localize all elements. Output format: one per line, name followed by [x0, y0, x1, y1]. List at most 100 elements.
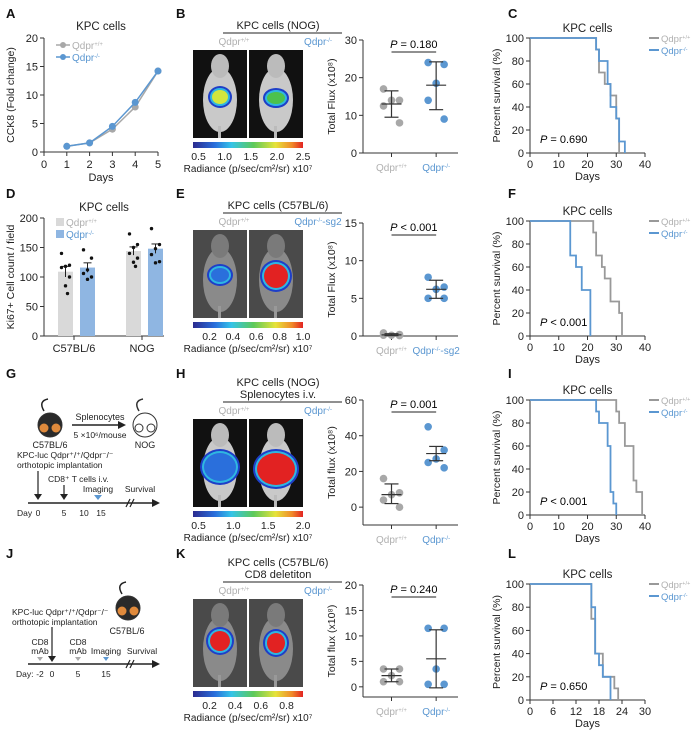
- data-point: [379, 496, 388, 504]
- p-value: P < 0.001: [540, 496, 587, 508]
- mouse-tail: [41, 398, 49, 412]
- survival-label: Survival: [125, 484, 155, 494]
- signal-core: [211, 268, 229, 282]
- imaging-subtitle: CD8 deletiton: [245, 569, 312, 581]
- signal-core: [264, 264, 288, 288]
- signal-core: [257, 453, 295, 485]
- y-axis-label: Total Flux (x10⁸): [326, 241, 338, 317]
- x-tick-label: 18: [593, 706, 605, 718]
- data-point: [424, 273, 432, 282]
- x-tick-label: 0: [527, 521, 533, 533]
- y-tick-label: 80: [512, 602, 524, 614]
- legend-label-ko: Qdpr-/-: [661, 46, 688, 57]
- y-tick-label: 0: [351, 502, 357, 514]
- data-point: [135, 242, 140, 247]
- data-point: [379, 474, 388, 483]
- panel-letter-h: H: [176, 366, 185, 381]
- data-point: [149, 252, 154, 257]
- chart-title: KPC cells: [563, 569, 613, 581]
- mouse-tail: [274, 126, 277, 138]
- colorbar-tick-label: 0.2: [202, 331, 217, 343]
- panel-letter-g: G: [6, 366, 16, 381]
- imaging-marker: [94, 495, 102, 500]
- data-point: [440, 446, 448, 454]
- colorbar-tick-label: 0.5: [191, 151, 206, 163]
- mouse-head: [267, 234, 285, 258]
- x-tick-label-wt: Qdpr+/+: [376, 707, 407, 718]
- y-tick-label: 0: [32, 331, 38, 343]
- signal-core: [267, 633, 285, 653]
- x-tick-label: NOG: [129, 343, 154, 355]
- panel-letter-d: D: [6, 186, 15, 201]
- mouse-tail: [136, 398, 144, 412]
- data-point: [63, 284, 68, 288]
- image-label-ko: Qdpr-/--sg2: [294, 217, 342, 228]
- axis-break: [125, 498, 131, 508]
- colorbar: [193, 691, 303, 697]
- y-tick-label: 50: [26, 302, 38, 314]
- p-value: P < 0.001: [390, 222, 437, 234]
- y-axis-label: Total flux (x10⁸): [326, 605, 338, 678]
- panel-letter-a: A: [6, 6, 16, 21]
- data-point: [395, 96, 404, 105]
- data-point: [81, 271, 86, 276]
- x-axis-label: Days: [575, 533, 601, 545]
- x-axis-label: Days: [575, 354, 601, 366]
- y-tick-label: 30: [345, 35, 357, 47]
- day-label: Day:: [16, 669, 33, 679]
- x-tick-label: 0: [527, 706, 533, 718]
- data-point: [108, 122, 116, 130]
- y-axis-label: Total flux (x10⁸): [326, 426, 338, 499]
- day-label: Day: [17, 508, 33, 518]
- chart-title: KPC cells: [563, 206, 613, 218]
- legend-swatch-ko: [56, 230, 64, 238]
- x-tick-label: 10: [553, 159, 565, 171]
- x-axis-label: Days: [575, 171, 601, 183]
- panel-b-chart: 0 10 20 30 Total Flux (x10⁸) Qdpr+/+ Qdpr-/- P …: [326, 35, 458, 174]
- x-tick-label: 12: [570, 706, 582, 718]
- day-tick-label: 15: [101, 669, 111, 679]
- colorbar-tick-label: 1.5: [243, 151, 258, 163]
- data-point: [127, 251, 132, 256]
- imaging-title: KPC cells (C57BL/6): [228, 200, 329, 212]
- survival-curve-ko: [530, 220, 592, 336]
- y-tick-label: 40: [345, 431, 357, 443]
- y-tick-label: 80: [512, 239, 524, 251]
- data-point: [157, 259, 162, 264]
- data-point: [157, 242, 162, 247]
- day-tick-label: 0: [50, 669, 55, 679]
- p-value: P = 0.650: [540, 681, 587, 693]
- day-tick-label: 5: [62, 508, 67, 518]
- data-point: [131, 98, 139, 106]
- mouse-head: [267, 423, 285, 447]
- data-point: [440, 294, 448, 303]
- data-point: [67, 263, 72, 267]
- y-tick-label: 10: [345, 631, 357, 643]
- y-tick-label: 80: [512, 56, 524, 68]
- arrow-label-bottom: 5 ×10⁶/mouse: [74, 430, 127, 440]
- y-axis-label: Total Flux (x10⁸): [326, 58, 338, 134]
- legend-swatch-wt: [56, 218, 64, 226]
- y-tick-label: 60: [512, 79, 524, 91]
- data-point: [149, 226, 154, 231]
- colorbar-tick-label: 0.8: [272, 331, 287, 343]
- legend-label-wt: Qdpr+/+: [66, 218, 97, 229]
- y-tick-label: 100: [506, 33, 524, 45]
- chart-title: KPC cells: [79, 202, 129, 214]
- x-tick-label: 1: [64, 159, 70, 171]
- panel-letter-f: F: [508, 186, 516, 201]
- x-tick-label: 24: [616, 706, 628, 718]
- x-tick-label: 30: [610, 521, 622, 533]
- cd8-label-b: CD8: [69, 637, 86, 647]
- x-tick-label-ko: Qdpr-/-: [422, 707, 450, 718]
- mouse-ear: [146, 423, 156, 433]
- data-point: [379, 665, 388, 673]
- x-tick-label-wt: Qdpr+/+: [376, 163, 407, 174]
- data-point: [65, 291, 70, 296]
- arrow-head: [48, 656, 56, 662]
- legend-label-ko: Qdpr-/-: [66, 230, 94, 241]
- panel-h-chart: 0 20 40 60 Total flux (x10⁸) Qdpr+/+ Qdpr-/- P …: [326, 395, 458, 546]
- mouse-head: [211, 54, 229, 78]
